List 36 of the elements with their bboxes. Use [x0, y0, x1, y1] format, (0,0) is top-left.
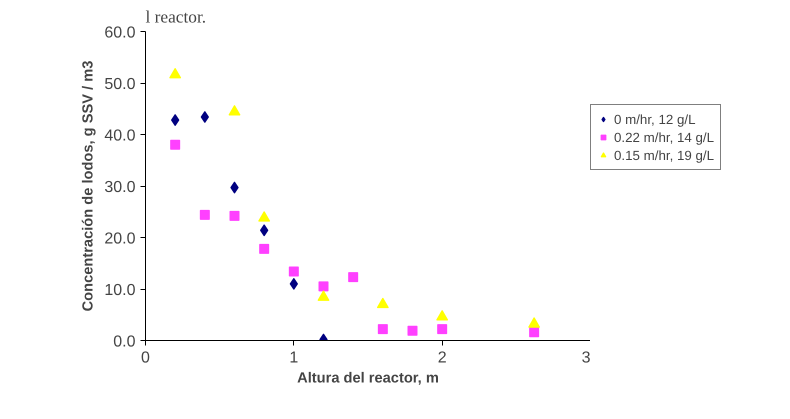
point [318, 290, 330, 301]
y-tick-label: 10.0 [104, 282, 136, 299]
x-tick-label: 1 [289, 350, 298, 366]
point [408, 326, 418, 336]
point [437, 324, 448, 334]
point [200, 210, 210, 220]
point [318, 281, 328, 292]
y-axis-title: Concentración de lodos, g SSV / m3 [80, 60, 96, 312]
y-tick-label: 30.0 [104, 179, 136, 196]
point [376, 298, 389, 308]
x-tick-label: 0 [141, 350, 150, 366]
y-tick-label: 50.0 [104, 76, 136, 93]
point [170, 140, 180, 150]
legend-label: 0.22 m/hr, 14 g/L [614, 129, 714, 145]
point [230, 210, 240, 221]
y-tick-label: 40.0 [104, 128, 136, 144]
point [169, 68, 182, 78]
point [259, 244, 270, 254]
point [230, 182, 239, 194]
point [258, 211, 270, 222]
y-tick-label: 20.0 [104, 230, 136, 248]
legend-label: 0.15 m/hr, 19 g/L [614, 147, 714, 163]
point [228, 104, 240, 116]
x-tick-label: 3 [582, 350, 591, 366]
point [528, 317, 540, 328]
point [529, 327, 540, 338]
y-tick-label: 60.0 [104, 24, 136, 42]
text: l reactor. [146, 8, 206, 26]
y-tick-label: 0.0 [113, 334, 136, 350]
point [378, 324, 388, 334]
point [436, 310, 448, 320]
legend-label: 0 m/hr, 12 g/L [614, 111, 696, 127]
x-tick-label: 2 [438, 350, 447, 366]
point [288, 266, 299, 276]
x-axis-title: Altura del reactor, m [297, 370, 439, 386]
point [348, 272, 358, 282]
